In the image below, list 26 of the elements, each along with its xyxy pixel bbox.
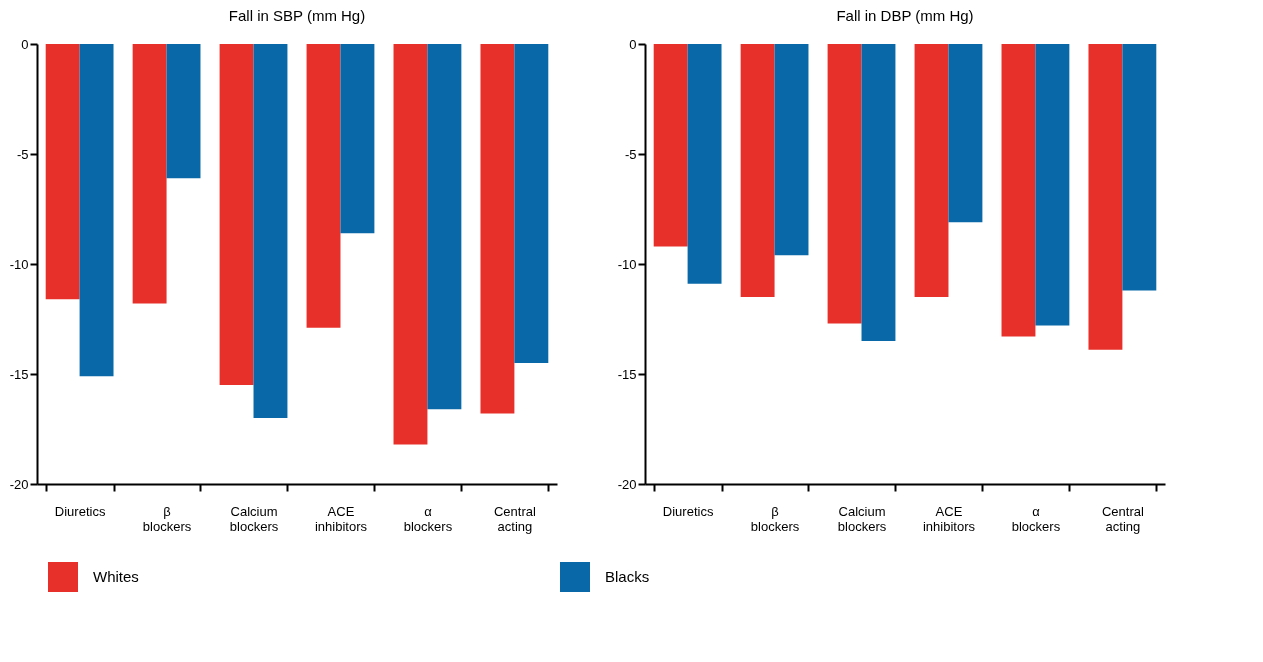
- legend-label: Whites: [93, 568, 139, 585]
- x-tick-label: Calcium blockers: [837, 503, 887, 534]
- legend-label: Blacks: [605, 568, 650, 585]
- y-tick-label: 0: [21, 36, 29, 52]
- x-tick-label: Central acting: [1101, 503, 1144, 534]
- x-tick-label: α blockers: [403, 503, 453, 534]
- y-tick-label: -10: [9, 256, 29, 272]
- y-tick-label: -5: [16, 146, 29, 162]
- x-tick-label: ACE inhibitors: [922, 503, 976, 534]
- x-tick-label: Central acting: [493, 503, 536, 534]
- y-tick-label: -15: [9, 366, 29, 382]
- x-tick-label: β blockers: [142, 503, 192, 534]
- y-tick-label: -20: [9, 476, 29, 492]
- x-tick-label: α blockers: [1011, 503, 1061, 534]
- x-tick-label: β blockers: [750, 503, 800, 534]
- y-tick-label: -15: [617, 366, 637, 382]
- x-tick-label: Diuretics: [662, 503, 714, 519]
- y-tick-label: 0: [629, 36, 637, 52]
- x-tick-label: Diuretics: [54, 503, 106, 519]
- y-tick-label: -5: [624, 146, 637, 162]
- x-tick-label: Calcium blockers: [229, 503, 279, 534]
- x-tick-label: ACE inhibitors: [314, 503, 368, 534]
- chart-title: Fall in SBP (mm Hg): [228, 7, 366, 24]
- y-tick-label: -10: [617, 256, 637, 272]
- chart-title: Fall in DBP (mm Hg): [836, 7, 974, 24]
- y-tick-label: -20: [617, 476, 637, 492]
